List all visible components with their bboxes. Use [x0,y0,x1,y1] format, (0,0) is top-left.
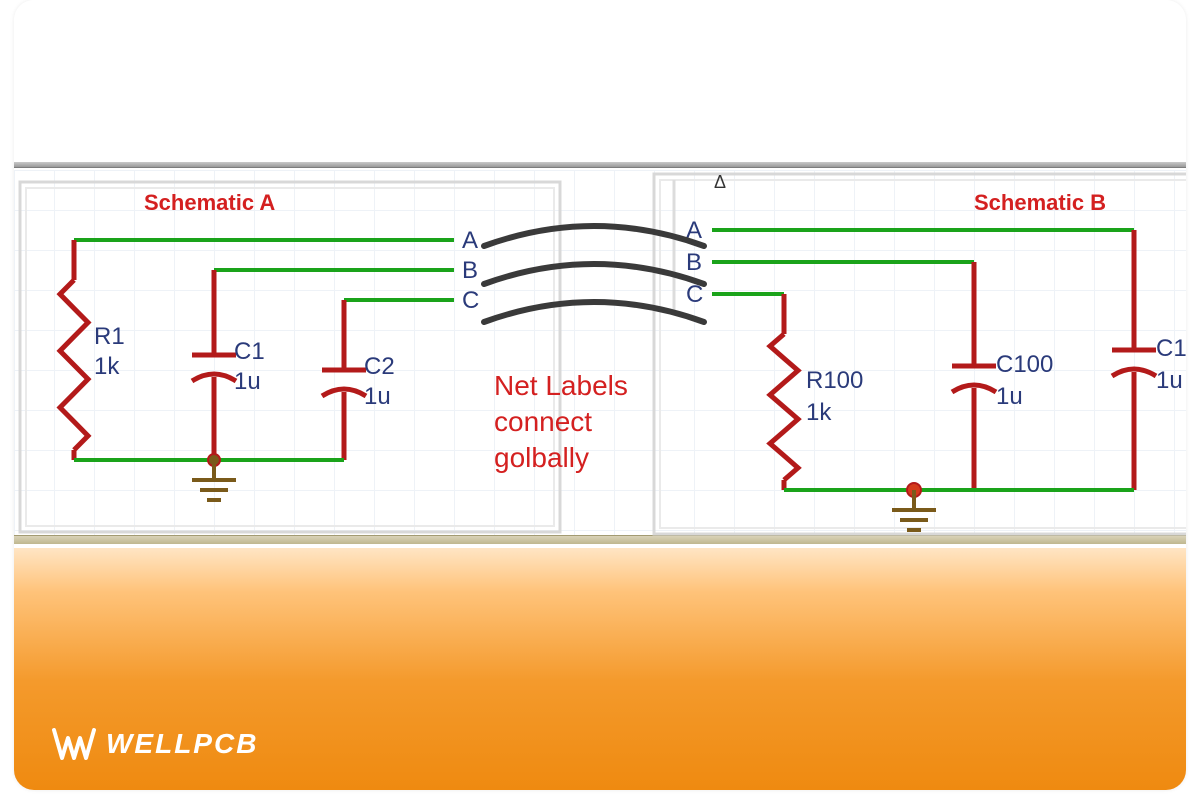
svg-text:B: B [686,249,702,276]
svg-text:C101: C101 [1156,335,1186,362]
schematic-svg: Schematic AABCR11kC11uC21uSchematic BΔAB… [14,170,1186,540]
top-blank-area [14,0,1186,162]
svg-text:C2: C2 [364,353,395,380]
svg-text:A: A [462,227,478,254]
schematic-svg-wrap: Schematic AABCR11kC11uC21uSchematic BΔAB… [14,170,1186,540]
svg-text:1u: 1u [234,368,261,395]
svg-text:B: B [462,257,478,284]
svg-text:Schematic B: Schematic B [974,190,1106,215]
card-container: Schematic AABCR11kC11uC21uSchematic BΔAB… [14,0,1186,790]
svg-text:1u: 1u [996,383,1023,410]
svg-text:Schematic A: Schematic A [144,190,275,215]
svg-text:C1: C1 [234,338,265,365]
svg-text:1k: 1k [806,399,832,426]
divider-bar [14,162,1186,168]
svg-text:1k: 1k [94,353,120,380]
svg-text:1u: 1u [364,383,391,410]
svg-text:Net Labels: Net Labels [494,370,628,401]
svg-text:golbally: golbally [494,442,589,473]
logo-icon [52,724,96,764]
brand-name: WELLPCB [106,728,258,760]
svg-text:C: C [462,287,479,314]
svg-text:R100: R100 [806,367,863,394]
svg-text:1u: 1u [1156,367,1183,394]
svg-text:connect: connect [494,406,592,437]
svg-text:R1: R1 [94,323,125,350]
svg-text:C100: C100 [996,351,1053,378]
svg-text:Δ: Δ [714,172,726,192]
brand-logo: WELLPCB [52,724,258,764]
